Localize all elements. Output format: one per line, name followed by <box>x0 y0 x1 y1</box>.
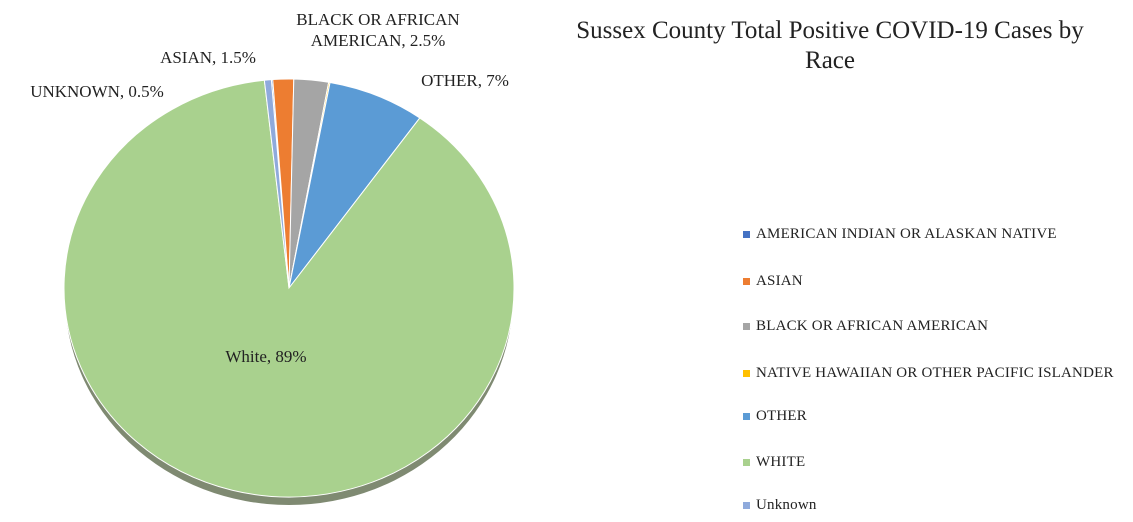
data-label-asian: ASIAN, 1.5% <box>160 48 256 67</box>
legend-label: BLACK OR AFRICAN AMERICAN <box>756 318 989 334</box>
legend-label: AMERICAN INDIAN OR ALASKAN NATIVE <box>756 226 1057 242</box>
legend-label: WHITE <box>756 454 806 470</box>
chart-title: Sussex County Total Positive COVID-19 Ca… <box>576 17 1084 74</box>
pie-slice-unknown <box>263 79 290 289</box>
legend-swatch-unknown <box>743 502 750 509</box>
data-label-other: OTHER, 7% <box>421 71 509 90</box>
legend-label: ASIAN <box>756 273 803 289</box>
pie-slices <box>63 78 515 498</box>
legend-swatch-other <box>743 413 750 420</box>
pie-data-labels: ASIAN, 1.5% BLACK OR AFRICAN AMERICAN, 2.5… <box>30 10 509 366</box>
legend-swatch-white <box>743 459 750 466</box>
legend-label: NATIVE HAWAIIAN OR OTHER PACIFIC ISLANDE… <box>756 365 1114 381</box>
data-label-unknown: UNKNOWN, 0.5% <box>30 82 164 101</box>
legend-swatch-native-hawaiian <box>743 370 750 377</box>
legend-swatch-black <box>743 323 750 330</box>
data-label-white: White, 89% <box>225 347 306 366</box>
data-label-black-or-african-american: BLACK OR AFRICAN AMERICAN, 2.5% <box>296 10 459 50</box>
legend-label: Unknown <box>756 497 817 513</box>
pie-chart: ASIAN, 1.5% BLACK OR AFRICAN AMERICAN, 2.5… <box>30 10 515 505</box>
legend-swatch-asian <box>743 278 750 285</box>
legend-label: OTHER <box>756 408 807 424</box>
pie-slice-white <box>63 79 515 498</box>
legend-swatch-american-indian <box>743 231 750 238</box>
